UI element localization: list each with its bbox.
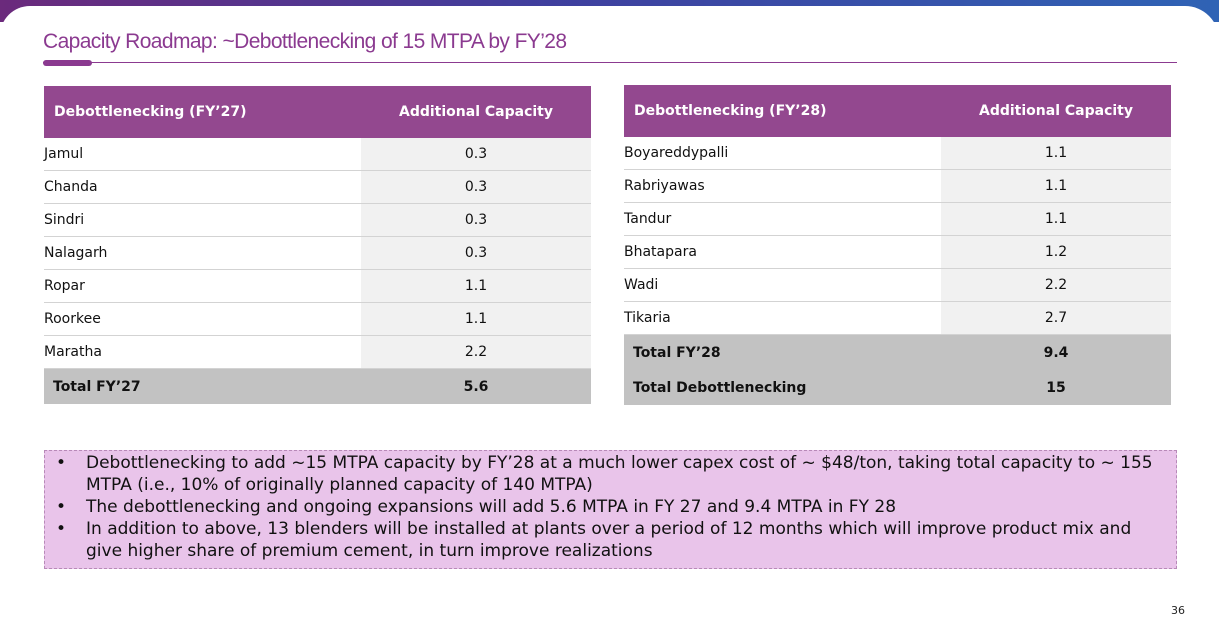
plant-name: Tikaria <box>624 301 941 335</box>
table-row: Chanda 0.3 <box>44 170 591 204</box>
list-item-text: In addition to above, 13 blenders will b… <box>86 519 1132 561</box>
capacity-value: 2.2 <box>941 268 1171 302</box>
plant-name: Sindri <box>44 203 361 237</box>
column-header-plant: Debottlenecking (FY’28) <box>624 85 941 137</box>
title-underline <box>43 62 1177 63</box>
table-row: Maratha 2.2 <box>44 335 591 369</box>
table-row: Ropar 1.1 <box>44 269 591 303</box>
capacity-value: 2.2 <box>361 335 591 369</box>
capacity-value: 1.1 <box>941 137 1171 170</box>
grand-total-label: Total Debottlenecking <box>624 370 941 405</box>
capacity-value: 1.1 <box>361 269 591 303</box>
list-item-text: The debottlenecking and ongoing expansio… <box>86 497 897 517</box>
bullet-icon: • <box>56 519 67 539</box>
table-row: Bhatapara 1.2 <box>624 235 1171 269</box>
table-row: Nalagarh 0.3 <box>44 236 591 270</box>
column-header-capacity: Additional Capacity <box>361 86 591 138</box>
list-item: • In addition to above, 13 blenders will … <box>45 518 1176 562</box>
plant-name: Nalagarh <box>44 236 361 270</box>
capacity-value: 1.1 <box>361 302 591 336</box>
total-value: 9.4 <box>941 334 1171 370</box>
table-row: Roorkee 1.1 <box>44 302 591 336</box>
capacity-value: 0.3 <box>361 236 591 270</box>
total-label: Total FY’27 <box>44 368 361 404</box>
page-number: 36 <box>1171 604 1185 617</box>
fy28-capacity-table: Debottlenecking (FY’28) Additional Capac… <box>624 85 1171 405</box>
plant-name: Chanda <box>44 170 361 204</box>
title-accent-bar <box>43 60 92 66</box>
plant-name: Maratha <box>44 335 361 369</box>
table-row: Tandur 1.1 <box>624 202 1171 236</box>
capacity-value: 1.1 <box>941 169 1171 203</box>
plant-name: Roorkee <box>44 302 361 336</box>
total-label: Total FY’28 <box>624 334 941 370</box>
grand-total-value: 15 <box>941 370 1171 405</box>
column-header-plant: Debottlenecking (FY’27) <box>44 86 361 138</box>
list-item: • The debottlenecking and ongoing expansi… <box>45 496 1176 518</box>
capacity-value: 0.3 <box>361 138 591 171</box>
plant-name: Bhatapara <box>624 235 941 269</box>
capacity-value: 1.2 <box>941 235 1171 269</box>
table-row: Jamul 0.3 <box>44 138 591 171</box>
key-points-box: • Debottlenecking to add ~15 MTPA capacit… <box>44 450 1177 569</box>
table-header-row: Debottlenecking (FY’28) Additional Capac… <box>624 85 1171 137</box>
key-points-list: • Debottlenecking to add ~15 MTPA capacit… <box>45 452 1176 562</box>
total-row: Total FY’27 5.6 <box>44 368 591 404</box>
bullet-icon: • <box>56 453 67 473</box>
capacity-value: 2.7 <box>941 301 1171 335</box>
plant-name: Wadi <box>624 268 941 302</box>
capacity-value: 0.3 <box>361 203 591 237</box>
table-row: Sindri 0.3 <box>44 203 591 237</box>
table-row: Boyareddypalli 1.1 <box>624 137 1171 170</box>
plant-name: Rabriyawas <box>624 169 941 203</box>
total-row: Total FY’28 9.4 <box>624 334 1171 370</box>
list-item: • Debottlenecking to add ~15 MTPA capacit… <box>45 452 1176 496</box>
bullet-icon: • <box>56 497 67 517</box>
capacity-value: 1.1 <box>941 202 1171 236</box>
plant-name: Tandur <box>624 202 941 236</box>
table-header-row: Debottlenecking (FY’27) Additional Capac… <box>44 86 591 138</box>
total-value: 5.6 <box>361 368 591 404</box>
plant-name: Boyareddypalli <box>624 137 941 170</box>
plant-name: Ropar <box>44 269 361 303</box>
page-title: Capacity Roadmap: ~Debottlenecking of 15… <box>43 30 567 53</box>
table-row: Wadi 2.2 <box>624 268 1171 302</box>
table-row: Tikaria 2.7 <box>624 301 1171 335</box>
list-item-text: Debottlenecking to add ~15 MTPA capacity… <box>86 453 1153 495</box>
fy27-capacity-table: Debottlenecking (FY’27) Additional Capac… <box>44 86 591 404</box>
column-header-capacity: Additional Capacity <box>941 85 1171 137</box>
capacity-value: 0.3 <box>361 170 591 204</box>
grand-total-row: Total Debottlenecking 15 <box>624 370 1171 405</box>
plant-name: Jamul <box>44 138 361 171</box>
table-row: Rabriyawas 1.1 <box>624 169 1171 203</box>
